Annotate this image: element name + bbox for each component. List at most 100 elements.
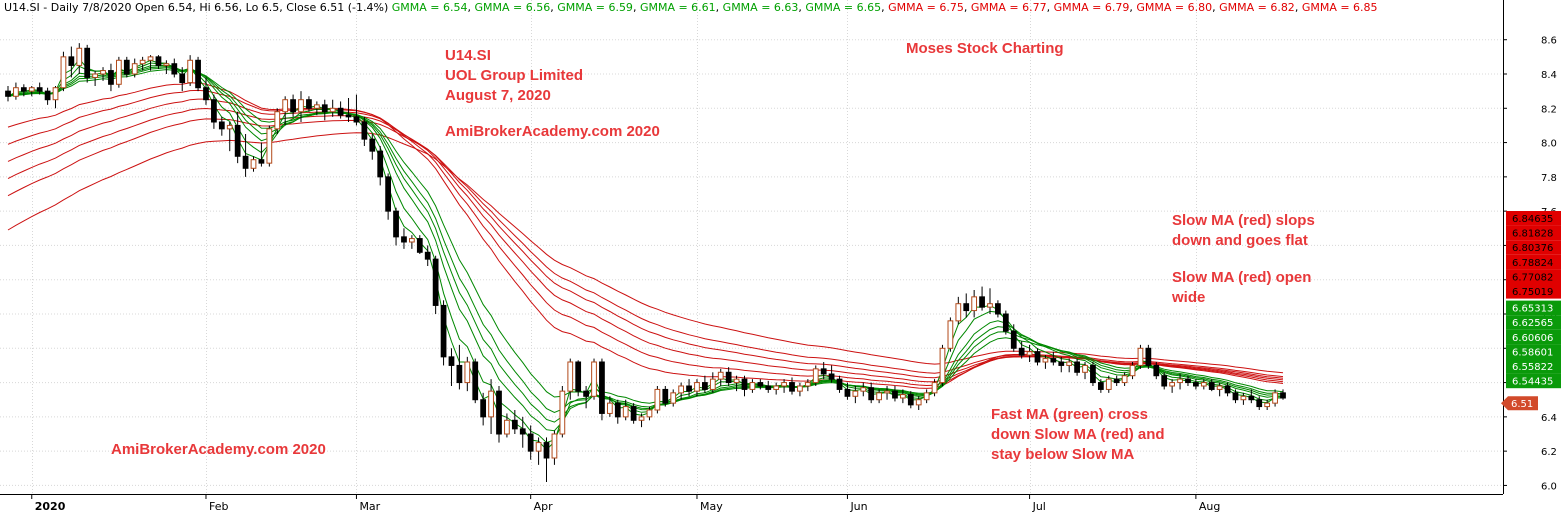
candle-body xyxy=(694,382,700,392)
candle xyxy=(567,358,574,400)
candle-body xyxy=(1177,378,1183,384)
candle xyxy=(274,108,281,134)
candle-body xyxy=(519,428,526,435)
candle xyxy=(131,58,138,78)
candle-body xyxy=(955,303,962,322)
candle xyxy=(955,296,962,325)
candle-body xyxy=(313,104,320,109)
candle-body xyxy=(797,385,803,392)
candle xyxy=(1018,341,1025,359)
candle-body xyxy=(448,356,455,366)
candle-body xyxy=(702,382,708,390)
candle xyxy=(1074,358,1080,376)
fast-ma-cross-line-3: stay below Slow MA xyxy=(991,446,1135,463)
candle-body xyxy=(1216,385,1223,390)
candle-body xyxy=(1097,382,1104,390)
candle xyxy=(1058,356,1065,373)
candle xyxy=(749,379,756,393)
slow-ma-badge-value: 6.75019 xyxy=(1512,287,1553,298)
candle-body xyxy=(559,390,566,435)
x-tick-label: 2020 xyxy=(35,500,66,513)
candle-body xyxy=(939,347,946,384)
candle-body xyxy=(931,382,938,394)
candle-body xyxy=(812,368,819,384)
candle-body xyxy=(84,47,91,78)
candle xyxy=(1232,389,1239,404)
candle xyxy=(211,94,217,129)
candle xyxy=(646,406,653,421)
candle-body xyxy=(686,385,692,392)
candle-body xyxy=(464,361,471,384)
candle-body xyxy=(456,364,463,384)
candle-body xyxy=(1145,347,1152,366)
slow-ma-badge xyxy=(1506,225,1561,241)
candle xyxy=(543,437,550,482)
candle-body xyxy=(13,87,19,97)
y-tick-label: 8.6 xyxy=(1541,36,1557,47)
candle xyxy=(702,375,708,393)
fast-ma-cross-line-2: down Slow MA (red) and xyxy=(991,426,1165,443)
fast-ma-badge xyxy=(1506,373,1561,389)
candle-body xyxy=(321,104,328,113)
candle-body xyxy=(472,361,479,401)
candle-body xyxy=(242,155,249,169)
candle xyxy=(1169,379,1176,393)
candle-body xyxy=(1137,347,1144,366)
candle-body xyxy=(5,90,11,97)
candle xyxy=(504,413,510,438)
candle xyxy=(979,286,985,311)
site-annotation-top: AmiBrokerAcademy.com 2020 xyxy=(445,123,660,140)
candle-body xyxy=(377,150,384,178)
candle-body xyxy=(36,87,43,92)
candle xyxy=(385,173,391,220)
candle-body xyxy=(1121,375,1128,384)
candle-body xyxy=(1185,378,1191,384)
candle-body xyxy=(892,390,898,399)
y-tick-label: 6.0 xyxy=(1541,481,1557,492)
candle xyxy=(195,56,201,92)
fast-ma-cross-line-1: Fast MA (green) cross xyxy=(991,406,1148,423)
gmma-lines xyxy=(7,58,1284,451)
slow-ma-flat-line-2: down and goes flat xyxy=(1172,232,1308,249)
candle xyxy=(686,379,692,397)
candle-body xyxy=(852,390,859,397)
candle xyxy=(203,77,209,105)
candle xyxy=(242,134,249,177)
candle xyxy=(313,101,320,116)
candle-body xyxy=(804,382,811,387)
candle-body xyxy=(100,70,106,75)
candle xyxy=(868,382,875,404)
candle-body xyxy=(480,399,487,418)
candle-body xyxy=(1105,378,1112,390)
candle xyxy=(337,101,344,119)
candle-body xyxy=(614,402,621,418)
candle xyxy=(171,58,178,78)
candle-body xyxy=(369,138,376,152)
candle-body xyxy=(963,303,970,312)
candle xyxy=(416,235,423,254)
candle xyxy=(377,146,384,186)
slow-ma-badge-value: 6.80376 xyxy=(1512,243,1553,254)
y-tick-label: 8.2 xyxy=(1541,104,1557,115)
candle xyxy=(583,386,589,409)
candle-body xyxy=(131,63,138,75)
candle-body xyxy=(543,442,550,459)
candle-body xyxy=(1034,351,1041,363)
x-tick-label: Aug xyxy=(1199,500,1220,513)
candle-body xyxy=(306,99,312,109)
candle-body xyxy=(1050,358,1057,363)
candle xyxy=(1240,392,1247,405)
candle-body xyxy=(828,373,835,380)
candle-body xyxy=(876,392,882,401)
candle-body xyxy=(298,99,304,113)
candle xyxy=(1129,362,1136,380)
candle-body xyxy=(900,394,906,399)
candle xyxy=(709,372,716,393)
candle xyxy=(614,399,621,424)
candle xyxy=(1256,396,1263,410)
candle xyxy=(290,94,296,117)
candle-body xyxy=(337,107,344,116)
candle-body xyxy=(1010,330,1017,349)
candle xyxy=(527,425,534,460)
